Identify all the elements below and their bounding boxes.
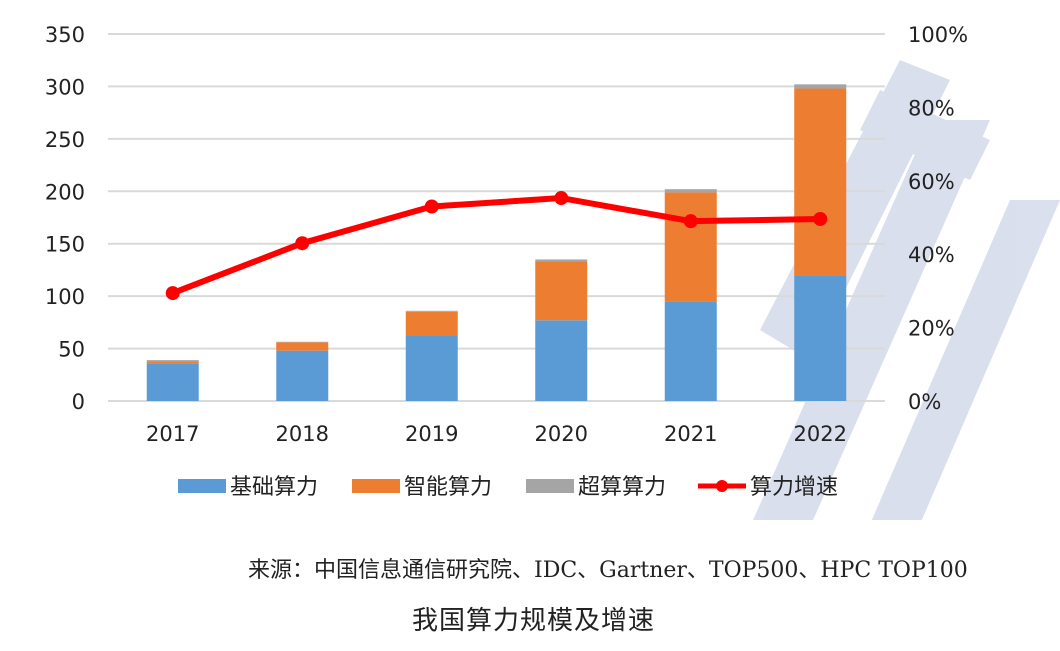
x-tick-label: 2017 [146, 422, 199, 446]
left-tick-label: 250 [45, 128, 85, 152]
legend-swatch [352, 479, 400, 493]
legend-label: 智能算力 [404, 475, 492, 500]
left-tick-label: 0 [72, 390, 85, 414]
watermark-stroke [753, 120, 990, 520]
growth-line [165, 191, 828, 301]
line-path [171, 195, 821, 296]
x-tick-label: 2021 [664, 422, 717, 446]
legend-label: 超算算力 [578, 475, 666, 500]
left-tick-label: 100 [45, 285, 85, 309]
x-axis-ticks: 2017 2018 2019 2020 2021 2022 [146, 422, 847, 446]
bar-segment [276, 341, 329, 343]
legend-label: 算力增速 [750, 475, 838, 500]
legend-swatch [178, 479, 226, 493]
bar-segment [146, 360, 199, 362]
x-tick-label: 2018 [276, 422, 329, 446]
watermark [753, 60, 1060, 520]
line-point [424, 199, 439, 214]
legend-item: 智能算力 [352, 475, 492, 500]
right-axis-ticks: 0% 20% 40% 60% 80% 100% [908, 23, 968, 414]
bar-segment [535, 261, 588, 321]
bar-segment [664, 192, 717, 302]
bars [146, 84, 847, 401]
line-point [554, 191, 569, 206]
bar-segment [276, 342, 329, 351]
bar-segment [146, 361, 199, 364]
watermark-stroke [860, 90, 990, 180]
legend-item: 基础算力 [178, 475, 318, 500]
right-tick-label: 60% [908, 170, 955, 194]
watermark-stroke [871, 200, 1060, 520]
right-tick-label: 100% [908, 23, 968, 47]
left-tick-label: 50 [58, 338, 85, 362]
line-point [683, 214, 698, 229]
line-point [165, 286, 180, 301]
left-tick-label: 300 [45, 75, 85, 99]
chart-title: 我国算力规模及增速 [412, 606, 656, 636]
bar-segment [405, 311, 458, 336]
bar-segment [405, 310, 458, 312]
bar-segment [794, 275, 847, 401]
x-tick-label: 2020 [535, 422, 588, 446]
bar-segment [794, 88, 847, 276]
line-point [295, 236, 310, 251]
bar-segment [664, 189, 717, 193]
right-tick-label: 80% [908, 96, 955, 120]
x-tick-label: 2022 [794, 422, 847, 446]
x-tick-label: 2019 [405, 422, 458, 446]
gridlines [108, 33, 885, 402]
line-point [813, 211, 828, 226]
chart: 0 50 100 150 200 250 300 350 0% 20% 40% 60% 80% 100%… [45, 23, 1060, 520]
legend: 基础算力 智能算力 超算算力 算力增速 [178, 475, 838, 500]
right-tick-label: 20% [908, 317, 955, 341]
bar-segment [405, 335, 458, 401]
bar-segment [535, 320, 588, 401]
legend-item: 超算算力 [526, 475, 666, 500]
left-tick-label: 150 [45, 233, 85, 257]
source-caption: 来源：中国信息通信研究院、IDC、Gartner、TOP500、HPC TOP1… [248, 558, 968, 583]
legend-label: 基础算力 [230, 475, 318, 500]
left-tick-label: 200 [45, 180, 85, 204]
legend-swatch [526, 479, 574, 493]
bar-segment [146, 363, 199, 401]
right-tick-label: 0% [908, 390, 941, 414]
legend-marker [716, 480, 728, 492]
bar-segment [664, 301, 717, 401]
left-tick-label: 350 [45, 23, 85, 47]
right-tick-label: 40% [908, 243, 955, 267]
bar-segment [794, 84, 847, 89]
left-axis-ticks: 0 50 100 150 200 250 300 350 [45, 23, 85, 414]
legend-item: 算力增速 [698, 475, 838, 500]
bar-segment [535, 259, 588, 262]
bar-segment [276, 350, 329, 401]
